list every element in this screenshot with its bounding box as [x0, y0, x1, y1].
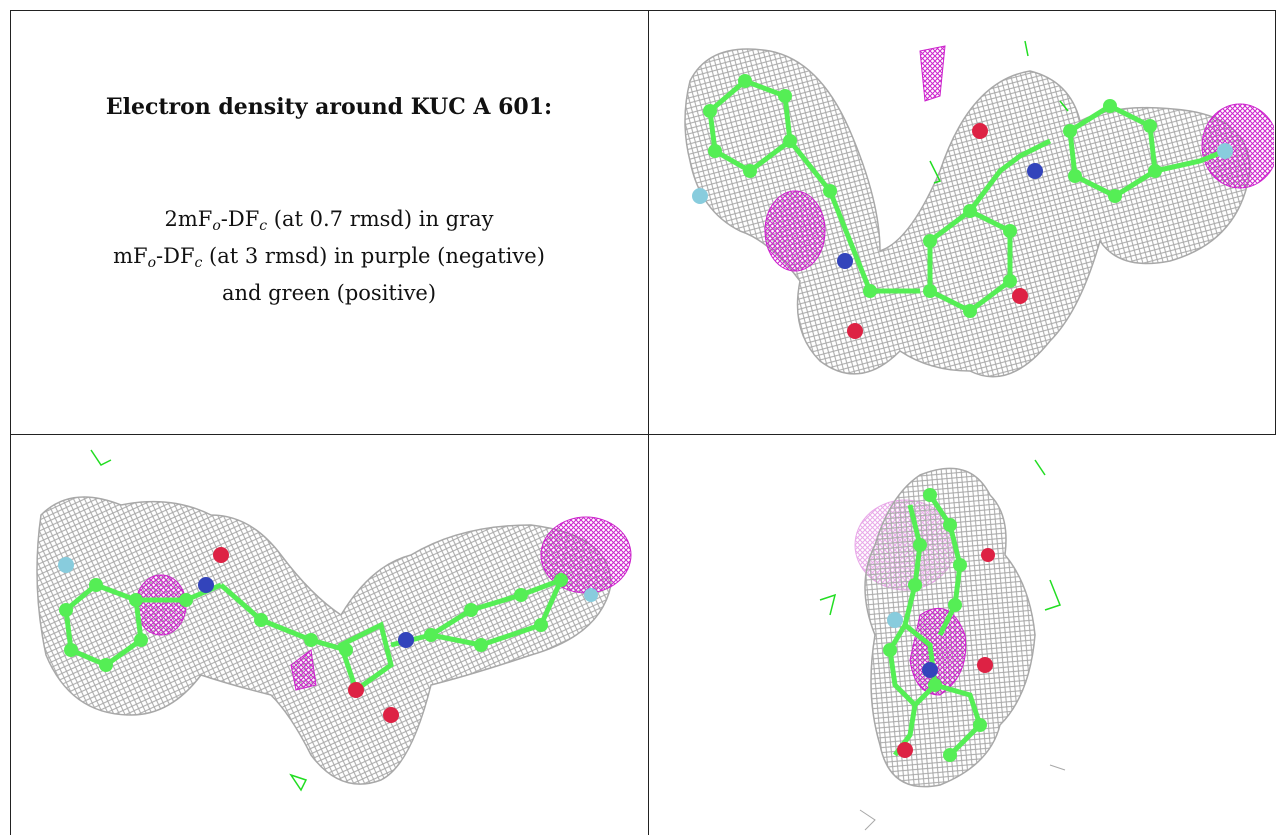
caption-line-fofc: mFo-DFc (at 3 rmsd) in purple (negative) [113, 244, 545, 271]
table-border-left [10, 10, 11, 835]
mesh-negative-2 [1201, 103, 1274, 189]
density-panel-bottom-left [11, 435, 647, 835]
mesh-negative-3 [919, 45, 946, 102]
density-panel-top-right [650, 11, 1274, 433]
density-image-bottom-left [36, 449, 632, 792]
density-image-top-right [684, 40, 1274, 378]
caption-line-2fofc: 2mFo-DFc (at 0.7 rmsd) in gray [164, 207, 494, 234]
caption-description: 2mFo-DFc (at 0.7 rmsd) in gray mFo-DFc (… [10, 204, 648, 308]
table-border-row [10, 434, 1276, 435]
table-border-middle [648, 10, 649, 835]
mesh-2fofc [36, 496, 612, 785]
density-image-bottom-right [819, 459, 1066, 831]
mesh-negative-3 [290, 649, 317, 691]
mesh-negative-1 [764, 190, 826, 272]
caption-title: Electron density around KUC A 601: [105, 94, 553, 120]
density-panel-bottom-right [650, 435, 1274, 835]
caption-line-positive: and green (positive) [221, 281, 437, 305]
mesh-negative-2 [135, 574, 187, 636]
caption-cell: Electron density around KUC A 601: 2mFo-… [10, 10, 648, 434]
table-border-top [10, 10, 1276, 11]
figure-table: Electron density around KUC A 601: 2mFo-… [10, 10, 1276, 835]
